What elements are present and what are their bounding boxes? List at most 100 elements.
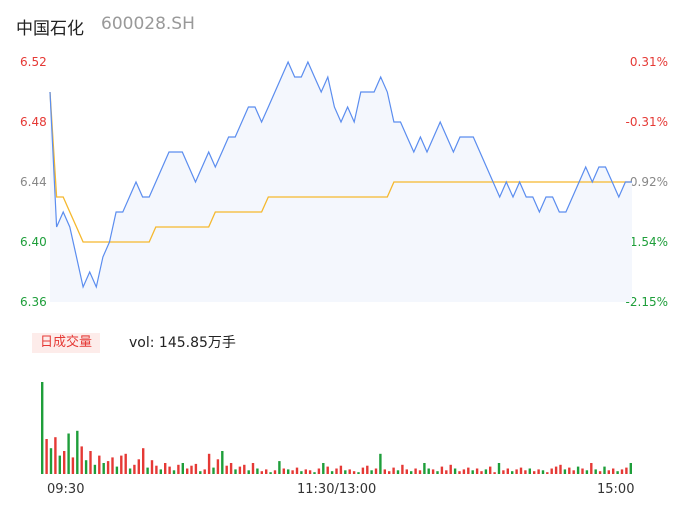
volume-bar xyxy=(146,467,149,474)
volume-bar xyxy=(137,459,140,474)
volume-bar xyxy=(484,469,488,474)
pct-tick: -1.54% xyxy=(625,235,668,249)
volume-bar xyxy=(546,472,549,474)
volume-bar xyxy=(458,471,461,474)
volume-bar xyxy=(150,460,154,474)
volume-bar xyxy=(190,465,193,474)
volume-bar xyxy=(260,471,263,474)
volume-bar xyxy=(594,469,597,474)
volume-bar xyxy=(317,468,321,474)
volume-bar xyxy=(45,439,48,474)
pct-tick: 0.31% xyxy=(629,55,668,69)
volume-bar xyxy=(128,468,132,474)
volume-bar xyxy=(304,469,307,474)
volume-bar xyxy=(607,470,610,474)
average-price-line xyxy=(49,91,632,243)
volume-bar xyxy=(335,468,338,474)
volume-bar xyxy=(585,470,589,474)
volume-bar xyxy=(194,463,198,474)
volume-bar xyxy=(326,466,329,474)
volume-bar xyxy=(102,463,105,474)
volume-bar xyxy=(401,464,404,474)
volume-bar xyxy=(475,468,479,474)
volume-bar xyxy=(427,468,430,474)
volume-bar xyxy=(238,466,242,474)
volume-bar xyxy=(370,470,373,474)
volume-bar xyxy=(76,430,79,474)
volume-bar xyxy=(164,463,167,474)
volume-bar xyxy=(282,468,285,474)
volume-bar xyxy=(84,460,88,474)
volume-bar xyxy=(80,446,83,474)
volume-bar xyxy=(106,461,110,474)
volume-bar xyxy=(572,470,575,474)
volume-bar xyxy=(295,467,299,474)
volume-bar xyxy=(89,451,92,474)
pct-tick: -0.31% xyxy=(625,115,668,129)
volume-bar xyxy=(181,463,184,474)
volume-bar xyxy=(533,471,536,474)
volume-bar xyxy=(423,463,426,474)
daily-volume-badge[interactable]: 日成交量 xyxy=(32,333,101,353)
volume-bar xyxy=(291,470,294,474)
volume-bar xyxy=(63,451,66,474)
volume-bar xyxy=(480,471,483,474)
volume-bar xyxy=(322,463,325,474)
volume-bar xyxy=(115,466,119,474)
volume-bar xyxy=(616,471,619,474)
volume-bar xyxy=(515,469,518,474)
volume-bar xyxy=(524,470,527,474)
volume-bar xyxy=(71,457,75,474)
volume-bar xyxy=(93,464,97,474)
volume-bar xyxy=(620,469,624,474)
volume-bar xyxy=(357,472,360,474)
volume-bar xyxy=(502,470,505,474)
volume-bar xyxy=(186,468,189,474)
pct-tick: -0.92% xyxy=(625,175,668,189)
volume-bar xyxy=(229,463,233,474)
volume-bar xyxy=(352,471,356,474)
volume-bar xyxy=(212,467,215,474)
price-area-fill xyxy=(50,62,632,302)
volume-bar xyxy=(273,470,277,474)
volume-bar xyxy=(590,463,593,474)
volume-bar xyxy=(366,465,369,474)
volume-bar xyxy=(199,471,202,474)
volume-bar xyxy=(216,459,220,474)
volume-bar xyxy=(339,465,343,474)
price-line xyxy=(49,60,632,289)
volume-bar xyxy=(374,468,378,474)
volume-bar xyxy=(265,469,268,474)
volume-bar xyxy=(388,471,391,474)
volume-bar xyxy=(449,464,452,474)
volume-bar xyxy=(221,451,224,474)
price-tick: 6.52 xyxy=(20,55,47,69)
volume-bars xyxy=(41,382,632,474)
volume-bar xyxy=(308,470,312,474)
stock-name: 中国石化 xyxy=(16,19,84,39)
volume-bar xyxy=(511,471,514,474)
price-tick: 6.40 xyxy=(20,235,47,249)
volume-bar xyxy=(418,470,422,474)
stock-code: 600028.SH xyxy=(101,14,195,34)
volume-bar xyxy=(330,471,334,474)
time-tick: 15:00 xyxy=(597,482,635,497)
volume-bar xyxy=(300,471,303,474)
volume-bar xyxy=(49,448,53,474)
volume-bar xyxy=(287,469,290,474)
volume-bar xyxy=(251,463,255,474)
volume-bar xyxy=(172,470,176,474)
volume-bar xyxy=(348,469,351,474)
volume-bar xyxy=(225,465,228,474)
volume-bar xyxy=(67,433,70,474)
volume-bar xyxy=(563,469,567,474)
volume-bar xyxy=(405,469,408,474)
volume-bar xyxy=(410,471,413,474)
price-tick: 6.48 xyxy=(20,115,47,129)
volume-bar xyxy=(493,472,496,474)
volume-bar xyxy=(58,455,61,474)
volume-bar xyxy=(462,469,466,474)
volume-bar xyxy=(414,468,417,474)
volume-bar xyxy=(431,469,435,474)
